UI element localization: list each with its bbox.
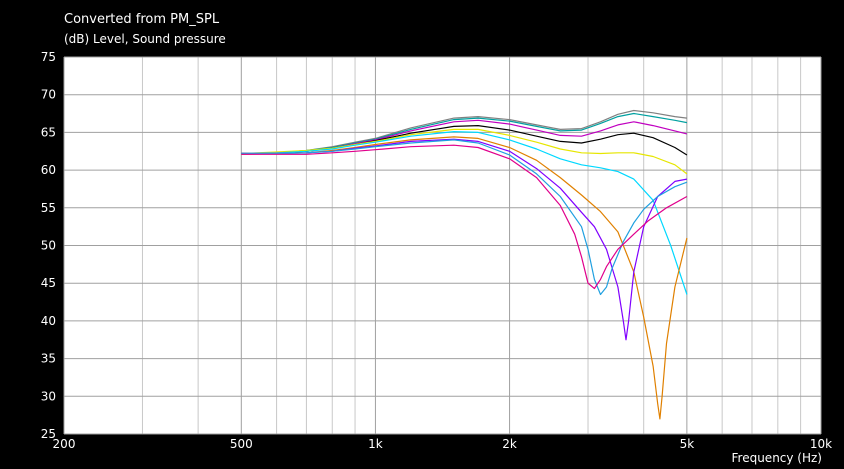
y-tick-label: 70	[41, 88, 56, 102]
x-tick-labels: 200 500 1k 2k 5k 10k	[53, 437, 833, 451]
y-tick-label: 45	[41, 276, 56, 290]
series-line-9	[241, 139, 688, 296]
y-tick-label: 35	[41, 352, 56, 366]
series-line-2	[241, 112, 688, 155]
grid-lines	[63, 56, 822, 435]
y-tick-labels: 75 70 65 60 55 50 45 40 35 30 25	[41, 50, 56, 441]
chart-title: Converted from PM_SPL	[64, 12, 220, 27]
series-line-10	[241, 144, 688, 290]
y-tick-label: 25	[41, 427, 56, 441]
y-tick-label: 60	[41, 163, 56, 177]
x-tick-label: 1k	[368, 437, 383, 451]
x-tick-label: 10k	[810, 437, 832, 451]
series-line-6	[241, 131, 688, 295]
y-tick-label: 65	[41, 125, 56, 139]
y-tick-label: 30	[41, 389, 56, 403]
series-line-1	[241, 109, 687, 155]
x-tick-label: 200	[53, 437, 76, 451]
y-tick-label: 50	[41, 239, 56, 253]
x-tick-label: 5k	[680, 437, 695, 451]
y-tick-label: 40	[41, 314, 56, 328]
series-line-7	[241, 136, 688, 420]
series-group	[241, 109, 688, 420]
y-tick-label: 75	[41, 50, 56, 64]
x-axis-label: Frequency (Hz)	[731, 451, 823, 465]
y-tick-label: 55	[41, 201, 56, 215]
x-tick-label: 2k	[502, 437, 517, 451]
x-tick-label: 500	[230, 437, 253, 451]
y-axis-label: (dB) Level, Sound pressure	[64, 32, 226, 46]
series-line-5	[241, 128, 688, 175]
series-line-8	[241, 138, 688, 341]
